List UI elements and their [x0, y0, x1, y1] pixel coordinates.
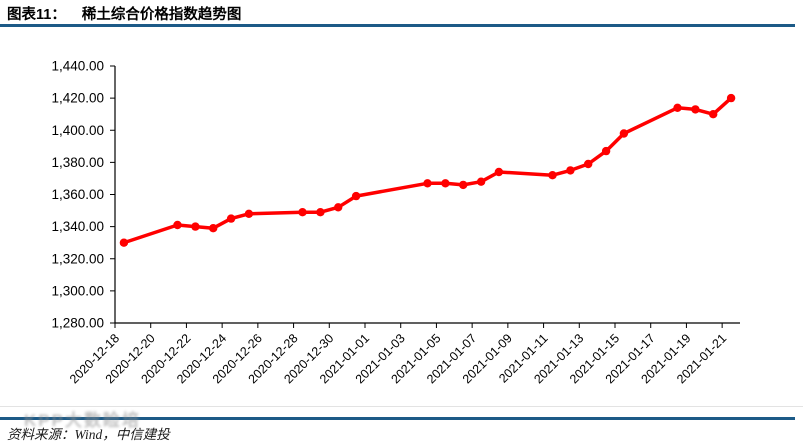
y-tick-label: 1,300.00: [51, 283, 104, 298]
data-point: [351, 191, 361, 201]
figure-caption: 图表11： 稀土综合价格指数趋势图: [7, 3, 241, 24]
figure-title: 稀土综合价格指数趋势图: [81, 7, 242, 23]
axes: [114, 66, 740, 324]
y-tick-label: 1,380.00: [51, 155, 104, 170]
source-rule: [0, 417, 795, 420]
data-point: [476, 177, 486, 186]
data-point: [709, 110, 718, 119]
data-point: [244, 209, 254, 218]
y-tick-label: 1,400.00: [51, 123, 104, 138]
data-point: [619, 129, 629, 138]
data-point: [691, 105, 700, 114]
x-axis: 2020-12-182020-12-202020-12-222020-12-24…: [67, 323, 729, 386]
data-point: [584, 159, 593, 169]
y-tick-label: 1,440.00: [51, 59, 104, 74]
data-point: [494, 167, 504, 177]
data-point: [298, 208, 307, 217]
data-point: [459, 180, 468, 190]
y-tick-label: 1,320.00: [51, 251, 104, 266]
data-source-text: 资料来源：Wind，中信建投: [7, 427, 170, 442]
figure-label: 图表11：: [7, 7, 66, 23]
caption-rule: [0, 24, 795, 27]
data-point: [173, 220, 182, 230]
y-tick-label: 1,280.00: [51, 316, 104, 331]
data-point: [119, 238, 129, 247]
y-axis: 1,280.00 1,300.00 1,320.00 1,340.00 1,360.00…: [51, 59, 115, 331]
data-point: [191, 222, 200, 231]
data-point: [548, 171, 557, 180]
data-point: [673, 103, 682, 113]
y-tick-label: 1,420.00: [51, 91, 104, 106]
data-point-markers: [119, 93, 736, 247]
data-point: [601, 146, 611, 156]
data-point: [726, 93, 736, 103]
data-point: [209, 224, 218, 233]
figure-bottom-border: [0, 406, 803, 407]
data-point: [334, 203, 343, 212]
data-point: [441, 179, 450, 188]
price-index-line: [122, 96, 733, 245]
data-point: [423, 179, 432, 188]
y-tick-label: 1,340.00: [51, 219, 104, 234]
data-point: [316, 208, 325, 217]
data-point: [566, 166, 575, 175]
data-point: [226, 214, 236, 223]
y-tick-label: 1,360.00: [51, 187, 104, 202]
